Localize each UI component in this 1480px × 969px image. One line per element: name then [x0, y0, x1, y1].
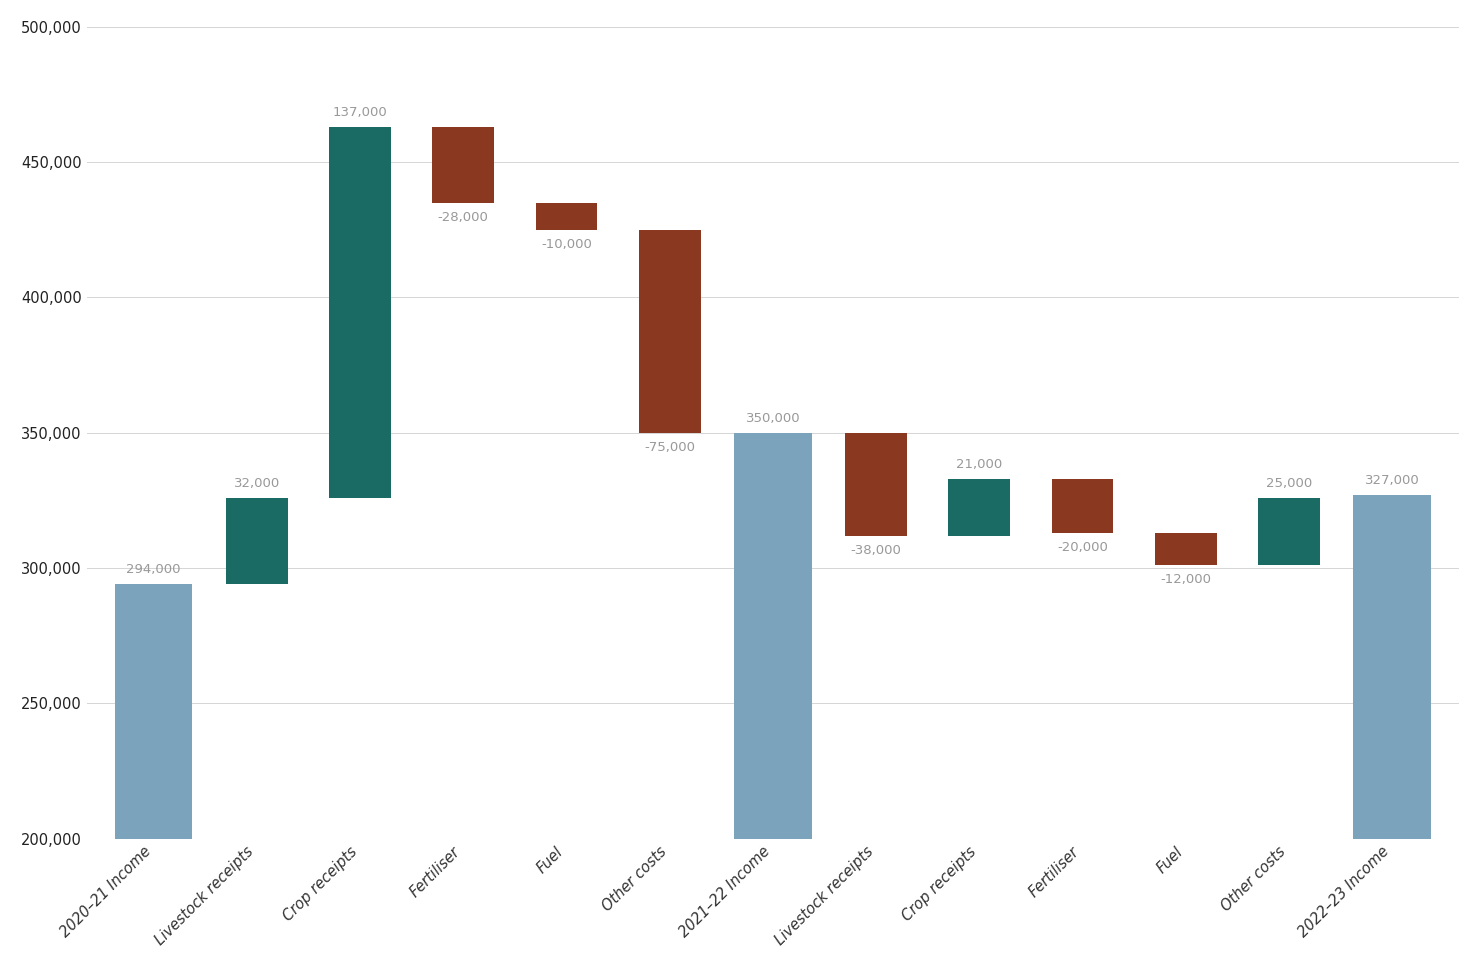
Text: 25,000: 25,000: [1265, 477, 1311, 489]
Bar: [1051, 479, 1113, 533]
Bar: [1353, 495, 1431, 838]
Text: -75,000: -75,000: [644, 441, 696, 453]
Bar: [432, 127, 494, 203]
Text: 137,000: 137,000: [333, 106, 388, 119]
Text: -38,000: -38,000: [851, 544, 901, 556]
Text: 350,000: 350,000: [746, 412, 801, 424]
Bar: [639, 230, 700, 433]
Bar: [226, 498, 287, 584]
Text: 32,000: 32,000: [234, 477, 280, 489]
Text: -12,000: -12,000: [1160, 574, 1211, 586]
Bar: [1154, 533, 1217, 565]
Bar: [329, 127, 391, 498]
Text: 294,000: 294,000: [126, 563, 181, 577]
Text: -20,000: -20,000: [1057, 541, 1109, 554]
Bar: [949, 479, 1011, 536]
Bar: [1258, 498, 1320, 565]
Bar: [734, 433, 811, 838]
Bar: [115, 584, 192, 838]
Text: -10,000: -10,000: [542, 237, 592, 251]
Text: 21,000: 21,000: [956, 457, 1002, 471]
Text: -28,000: -28,000: [438, 211, 488, 224]
Text: 327,000: 327,000: [1365, 474, 1419, 486]
Bar: [845, 433, 907, 536]
Bar: [536, 203, 598, 230]
